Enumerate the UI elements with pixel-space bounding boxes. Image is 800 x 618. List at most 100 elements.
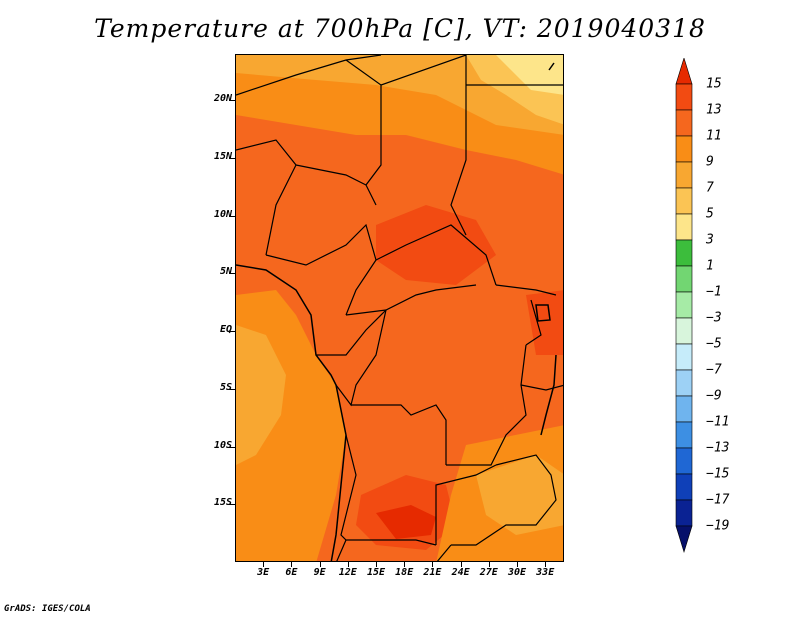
border-niger-chad (345, 59, 382, 206)
y-tick (229, 157, 235, 159)
y-tick (229, 273, 235, 275)
y-tick-label: 10S (213, 439, 232, 451)
x-tick (263, 562, 265, 567)
colorbar-segment (675, 109, 693, 137)
lake-victoria (535, 304, 551, 322)
colorbar-segment (675, 265, 693, 293)
colorbar (675, 58, 693, 554)
x-tick (319, 562, 321, 567)
coastlines (236, 62, 557, 561)
border-chad-sudan (380, 55, 467, 236)
coast-nile-delta (548, 62, 555, 71)
colorbar-segment (675, 317, 693, 345)
y-tick-label: EQ (219, 324, 232, 336)
colorbar-segment (675, 525, 693, 554)
x-tick-label: 24E (451, 567, 470, 578)
lake-tanganyika (540, 354, 557, 436)
field-west-7 (236, 325, 286, 465)
colorbar-label: −13 (706, 440, 730, 456)
colorbar-label: −3 (706, 310, 722, 326)
border-gabon-congo (316, 309, 387, 356)
border-car (375, 224, 497, 286)
x-tick-label: 21E (423, 567, 442, 578)
border-uganda (525, 299, 542, 346)
colorbar-segment (675, 161, 693, 189)
field-angola-15 (376, 505, 436, 539)
x-tick-label: 3E (257, 567, 270, 578)
border-botswana (436, 544, 452, 561)
colorbar-label: 13 (706, 102, 722, 118)
colorbar-label: −9 (706, 388, 722, 404)
colorbar-label: −15 (706, 466, 730, 482)
y-tick-label: 15S (213, 497, 232, 509)
colorbar-label: 15 (706, 76, 722, 92)
y-tick (229, 388, 235, 390)
colorbar-segment (675, 447, 693, 475)
colorbar-label: 5 (706, 206, 714, 222)
x-tick (376, 562, 377, 567)
x-tick-label: 33E (536, 567, 555, 578)
y-tick (229, 331, 235, 333)
border-zambia (451, 454, 557, 546)
colorbar-segment (675, 421, 693, 449)
x-tick-label: 6E (285, 567, 298, 578)
colorbar-segment (675, 135, 693, 163)
x-tick-label: 12E (338, 567, 357, 578)
y-tick-label: 5N (219, 266, 232, 278)
border-sudan-south (495, 284, 557, 296)
temperature-map (236, 55, 563, 561)
colorbar-label: 7 (706, 180, 714, 196)
x-tick (545, 562, 547, 567)
credit-text: GrADS: IGES/COLA (4, 604, 91, 614)
border-tanzania (520, 384, 563, 391)
x-tick (404, 562, 406, 567)
x-tick (460, 562, 462, 567)
coast-atlantic (236, 264, 347, 561)
colorbar-label: −11 (706, 414, 730, 430)
border-car-south (345, 284, 477, 316)
border-angola-west (340, 434, 437, 546)
colorbar-label: −17 (706, 492, 730, 508)
y-tick (229, 446, 235, 448)
y-tick (229, 215, 235, 217)
x-tick-label: 9E (313, 567, 326, 578)
x-tick (291, 562, 293, 567)
border-nigeria-cameroon (265, 223, 377, 316)
border-drc-angola (351, 404, 447, 465)
colorbar-segment (675, 187, 693, 215)
colorbar-segment (675, 369, 693, 397)
y-tick-label: 15N (213, 150, 232, 162)
x-tick-label: 27E (479, 567, 498, 578)
field-se-7 (476, 455, 563, 535)
y-tick-label: 20N (213, 93, 232, 105)
colorbar-label: −19 (706, 518, 730, 534)
border-nigeria-north (295, 164, 367, 186)
border-algeria (236, 55, 382, 96)
colorbar-segment (675, 213, 693, 241)
y-tick (229, 504, 235, 506)
border-namibia (336, 539, 347, 561)
x-tick-label: 18E (395, 567, 414, 578)
colorbar-segment (675, 291, 693, 319)
y-tick-label: 10N (213, 208, 232, 220)
colorbar-label: 1 (706, 258, 714, 274)
colorbar-label: 11 (706, 128, 722, 144)
colorbar-segment (675, 83, 693, 111)
colorbar-label: 9 (706, 154, 714, 170)
x-tick (347, 562, 349, 567)
country-borders (236, 55, 563, 561)
colorbar-segment (675, 239, 693, 267)
colorbar-segment (675, 473, 693, 501)
colorbar-segment (675, 395, 693, 423)
border-congo-drc (335, 309, 387, 407)
x-tick (517, 562, 518, 567)
border-angola-zambia (435, 464, 497, 545)
colorbar-segment (675, 58, 693, 85)
y-tick-label: 5S (219, 381, 232, 393)
colorbar-label: −5 (706, 336, 722, 352)
map-plot-area (235, 54, 564, 562)
x-tick (488, 562, 490, 567)
colorbar-segment (675, 499, 693, 527)
colorbar-label: −1 (706, 284, 722, 300)
x-tick-label: 15E (366, 567, 386, 578)
